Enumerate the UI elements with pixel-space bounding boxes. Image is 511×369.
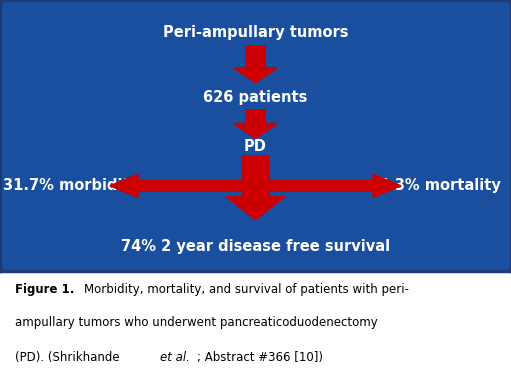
FancyArrow shape <box>110 174 256 197</box>
Text: Peri-ampullary tumors: Peri-ampullary tumors <box>162 25 349 40</box>
FancyArrow shape <box>226 156 285 220</box>
Text: 4.3% mortality: 4.3% mortality <box>379 178 500 193</box>
FancyArrow shape <box>234 46 277 83</box>
Text: et al.: et al. <box>160 351 190 365</box>
Text: Figure 1.: Figure 1. <box>15 283 75 296</box>
FancyArrow shape <box>256 174 401 197</box>
Text: 626 patients: 626 patients <box>203 90 308 105</box>
Text: 31.7% morbidity: 31.7% morbidity <box>4 178 140 193</box>
Text: Morbidity, mortality, and survival of patients with peri-: Morbidity, mortality, and survival of pa… <box>84 283 409 296</box>
Text: ; Abstract #366 [10]): ; Abstract #366 [10]) <box>197 351 323 365</box>
Text: (PD). (Shrikhande: (PD). (Shrikhande <box>15 351 124 365</box>
Text: PD: PD <box>244 139 267 154</box>
Text: ampullary tumors who underwent pancreaticoduodenectomy: ampullary tumors who underwent pancreati… <box>15 316 378 329</box>
Text: 74% 2 year disease free survival: 74% 2 year disease free survival <box>121 239 390 254</box>
FancyArrow shape <box>234 110 277 138</box>
